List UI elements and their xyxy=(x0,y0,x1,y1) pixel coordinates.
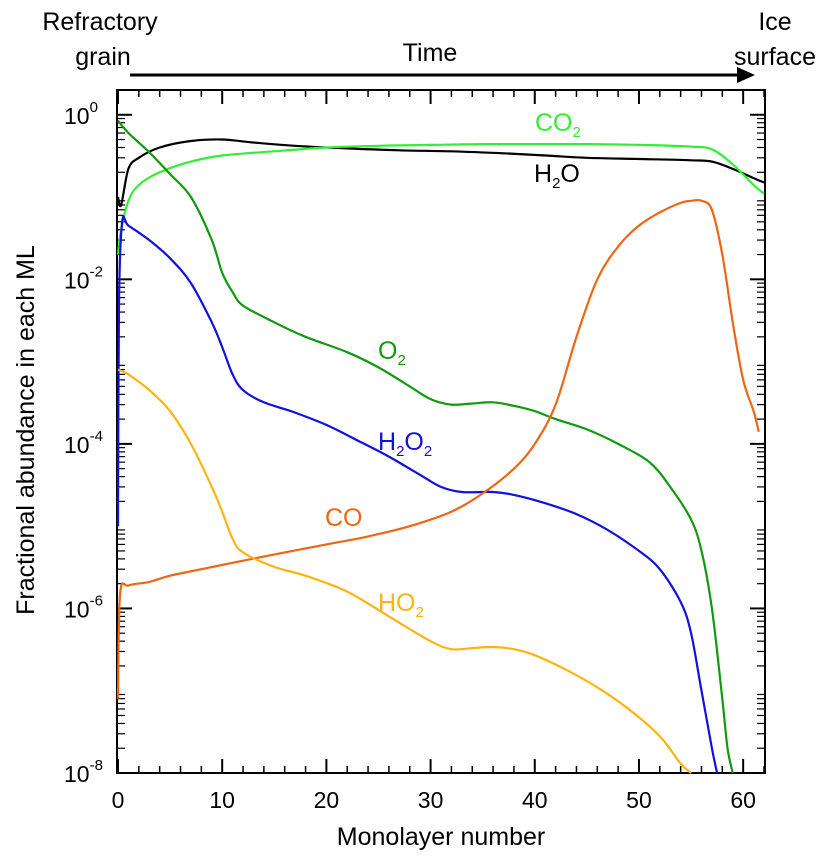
series-line-h2o xyxy=(116,138,765,208)
y-tick-label: 10-2 xyxy=(64,263,103,293)
x-axis-title: Monolayer number xyxy=(337,823,545,851)
series-group xyxy=(116,119,765,774)
x-tick-label: 10 xyxy=(209,787,235,813)
annotation-refractory: Refractory xyxy=(42,8,158,36)
label-ho2: HO2 xyxy=(378,589,424,621)
y-tick-label: 10-4 xyxy=(64,428,103,458)
label-o2: O2 xyxy=(378,337,406,369)
series-line-ho2 xyxy=(117,368,692,774)
series-line-co2 xyxy=(116,142,765,255)
annotation-ice: Ice xyxy=(758,8,791,36)
x-tick-label: 40 xyxy=(522,787,548,813)
label-h2o: H2O xyxy=(534,160,580,192)
x-tick-label: 20 xyxy=(314,787,340,813)
time-arrow-head xyxy=(737,67,755,83)
annotation-time: Time xyxy=(403,39,458,67)
y-tick-label: 100 xyxy=(64,99,98,129)
y-tick-label: 10-8 xyxy=(64,757,103,787)
label-h2o2: H2O2 xyxy=(378,428,432,460)
annotation-surface: surface xyxy=(734,43,816,71)
x-tick-label: 0 xyxy=(112,787,125,813)
series-line-co xyxy=(116,198,760,699)
y-tick-label: 10-6 xyxy=(64,592,103,622)
series-line-h2o2 xyxy=(116,215,719,774)
x-tick-label: 30 xyxy=(418,787,444,813)
label-co: CO xyxy=(325,504,363,532)
y-axis-title: Fractional abundance in each ML xyxy=(12,245,40,615)
x-tick-label: 50 xyxy=(626,787,652,813)
series-line-o2 xyxy=(117,119,734,774)
label-co2: CO2 xyxy=(535,109,581,141)
plot-frame xyxy=(116,89,766,774)
annotation-grain: grain xyxy=(75,43,131,71)
x-tick-label: 60 xyxy=(730,787,756,813)
